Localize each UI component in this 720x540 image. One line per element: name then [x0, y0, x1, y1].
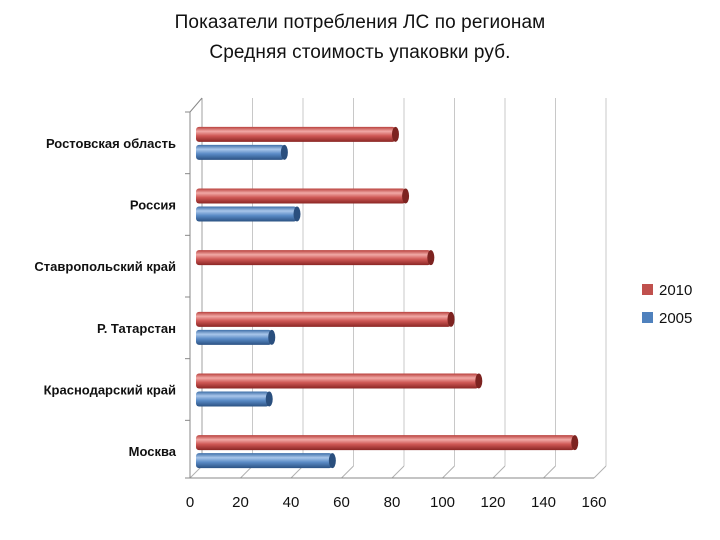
bars: [196, 126, 579, 469]
bar-body: [196, 373, 479, 389]
bar-2005: [196, 391, 273, 407]
bar-cap: [447, 311, 455, 327]
x-tick-label: 0: [186, 494, 194, 511]
y-axis-top: [189, 97, 203, 113]
category-label: Краснодарский край: [44, 383, 176, 398]
bar-cap: [280, 144, 288, 160]
category-label: Ставропольский край: [34, 259, 176, 274]
category-label: Россия: [130, 198, 176, 213]
bar-body: [196, 453, 333, 469]
bar-body: [196, 329, 272, 345]
category-label: Ростовская область: [46, 136, 176, 151]
bar-body: [196, 311, 452, 327]
bar-body: [196, 206, 297, 222]
legend-swatch-2010: [642, 284, 653, 295]
legend-label-2005: 2005: [659, 310, 692, 327]
floor-gridline: [543, 465, 556, 479]
floor-gridline: [341, 465, 354, 479]
x-tick-label: 20: [232, 494, 249, 511]
bar-body: [196, 144, 285, 160]
x-tick-label: 80: [384, 494, 401, 511]
bar-2005: [196, 329, 276, 345]
x-tick-label: 100: [430, 494, 455, 511]
bar-cap: [391, 126, 399, 142]
x-tick-label: 40: [283, 494, 300, 511]
category-label: Москва: [129, 444, 177, 459]
bar-2010: [196, 311, 455, 327]
x-tick-label: 60: [333, 494, 350, 511]
legend-swatch-2005: [642, 312, 653, 323]
bar-2010: [196, 250, 435, 266]
axes: [185, 97, 594, 479]
bar-body: [196, 250, 431, 266]
bar-2010: [196, 373, 483, 389]
bar-cap: [328, 453, 336, 469]
bar-cap: [293, 206, 301, 222]
bar-2005: [196, 206, 301, 222]
chart-subtitle: Средняя стоимость упаковки руб.: [209, 42, 511, 63]
labels: 0 20 40 60 80 100 120 140 160 Ростовская область Р…: [34, 136, 606, 511]
bar-cap: [475, 373, 483, 389]
legend-label-2010: 2010: [659, 282, 692, 299]
bar-cap: [402, 188, 410, 204]
bar-body: [196, 188, 406, 204]
category-label: Р. Татарстан: [97, 321, 176, 336]
floor-gridline: [492, 465, 506, 479]
floor-gridline: [593, 465, 607, 479]
bar-2005: [196, 144, 288, 160]
floor-gridline: [442, 465, 455, 479]
bar-cap: [265, 391, 273, 407]
bar-cap: [571, 435, 579, 451]
bar-2010: [196, 435, 579, 451]
floor-gridline: [391, 465, 405, 479]
bar-body: [196, 435, 575, 451]
bar-2010: [196, 126, 399, 142]
legend: 2010 2005: [642, 282, 692, 327]
bar-2010: [196, 188, 410, 204]
bar-cap: [268, 329, 276, 345]
chart-title: Показатели потребления ЛС по регионам: [174, 12, 546, 33]
bar-body: [196, 391, 270, 407]
x-tick-label: 120: [480, 494, 505, 511]
bar-2005: [196, 453, 336, 469]
bar-body: [196, 126, 396, 142]
x-tick-label: 160: [581, 494, 606, 511]
bar-cap: [427, 250, 435, 266]
x-tick-label: 140: [531, 494, 556, 511]
